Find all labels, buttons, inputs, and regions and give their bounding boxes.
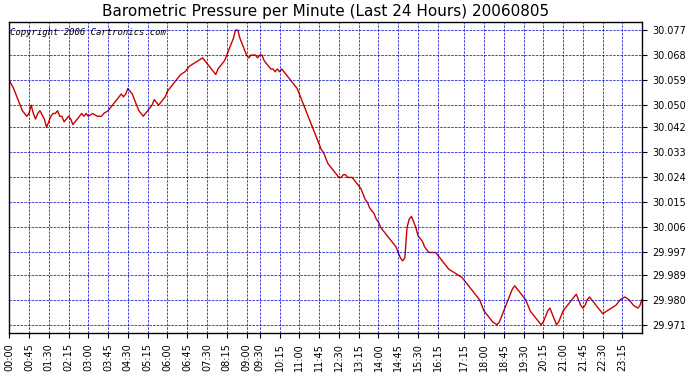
Text: Copyright 2006 Cartronics.com: Copyright 2006 Cartronics.com	[10, 28, 166, 37]
Title: Barometric Pressure per Minute (Last 24 Hours) 20060805: Barometric Pressure per Minute (Last 24 …	[102, 4, 549, 19]
